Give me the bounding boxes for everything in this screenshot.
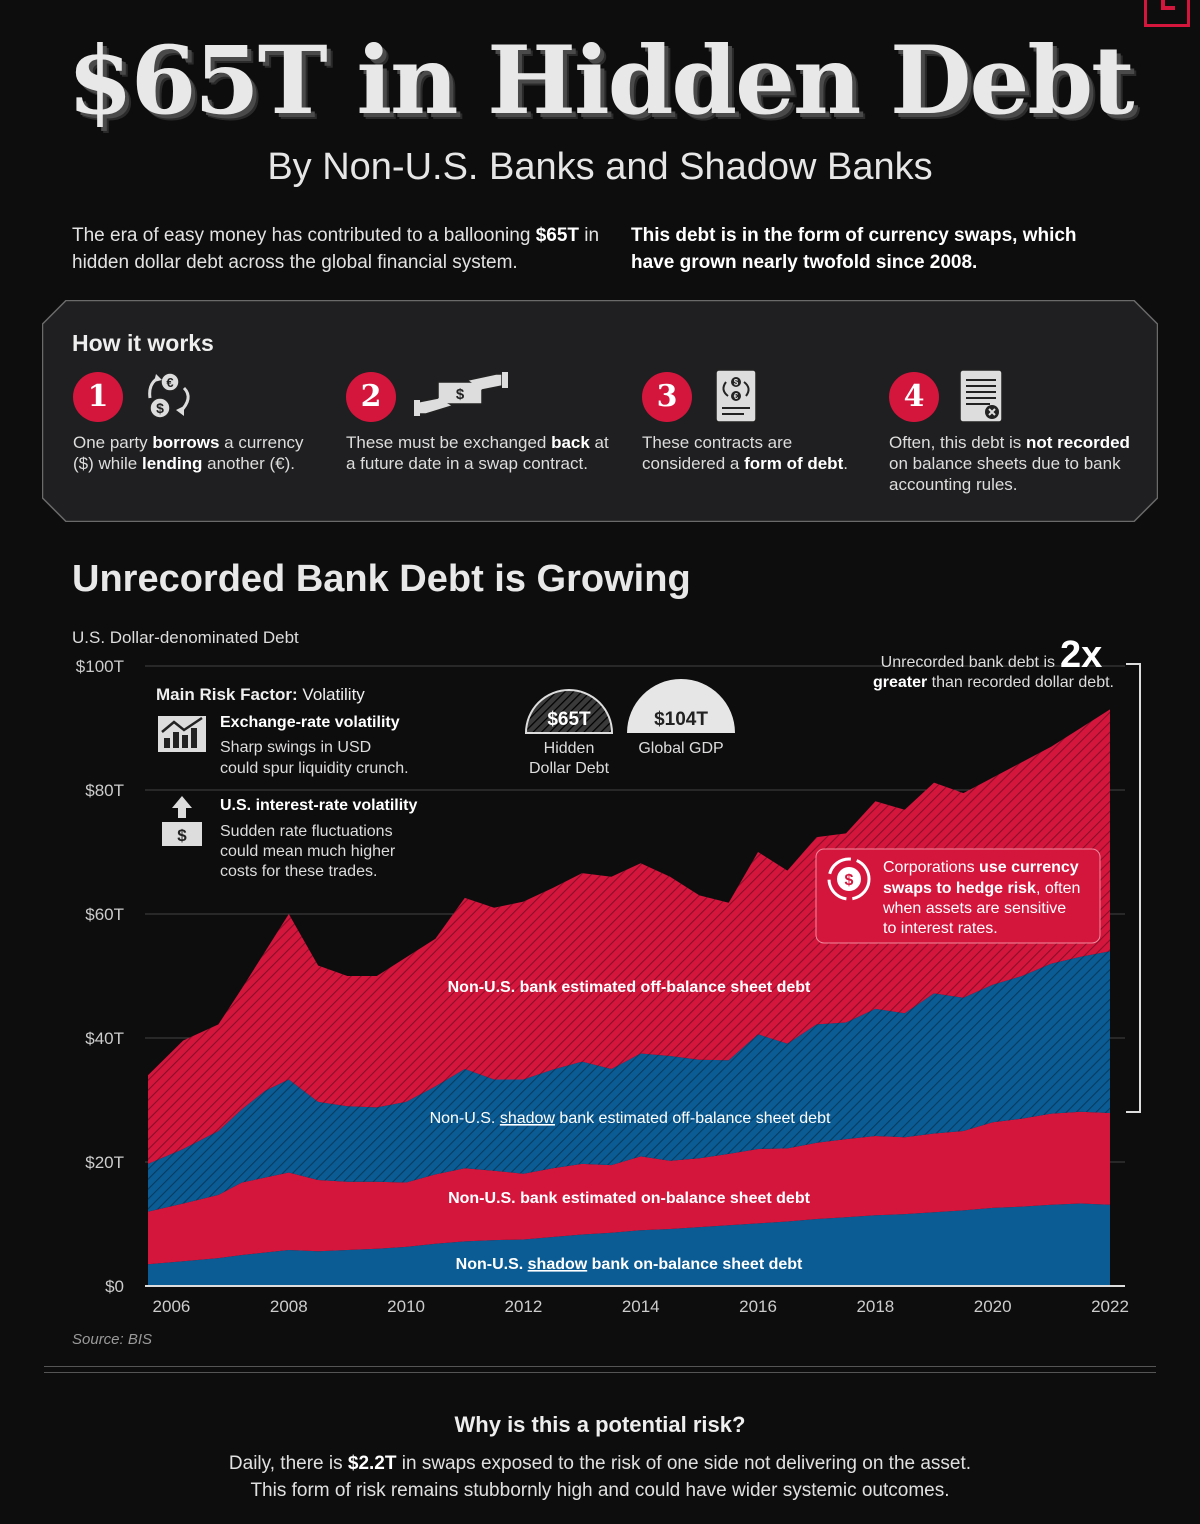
- y-axis-title: U.S. Dollar-denominated Debt: [72, 628, 299, 647]
- area-hatch-2: [148, 951, 1110, 1212]
- twox-line-2: greater than recorded dollar debt.: [873, 674, 1114, 691]
- hidden-debt-value: $65T: [547, 709, 591, 730]
- step-3-number: 3: [642, 372, 692, 422]
- risk2-title: U.S. interest-rate volatility: [220, 797, 417, 814]
- twox-bracket: [1126, 663, 1141, 1113]
- x-tick-label: 2018: [856, 1297, 894, 1316]
- chart-volatility-icon: [158, 716, 206, 752]
- svg-text:$: $: [845, 872, 854, 889]
- risk-factor-line: Main Risk Factor: Volatility: [156, 685, 365, 704]
- hidden-debt-semicircle: [524, 689, 614, 734]
- area-hatch-3: [148, 709, 1110, 1164]
- risk-section-title: Why is this a potential risk?: [454, 1412, 746, 1437]
- corp-line-1: Corporations use currency: [883, 859, 1079, 876]
- series-label-bank-on-balance: Non-U.S. bank estimated on-balance sheet…: [448, 1190, 811, 1207]
- corp-line-4: to interest rates.: [883, 920, 998, 937]
- panel-border: [42, 300, 1158, 522]
- brand-logo: [1144, 0, 1190, 27]
- series-label-bank-off-balance: Non-U.S. bank estimated off-balance shee…: [448, 979, 811, 996]
- y-tick-label: $80T: [85, 781, 124, 800]
- risk-text-bold: $2.2T: [347, 1453, 397, 1474]
- x-tick-label: 2020: [974, 1297, 1012, 1316]
- risk2-line-1: Sudden rate fluctuations: [220, 823, 393, 840]
- risk2-line-2: could mean much higher: [220, 843, 396, 860]
- y-tick-label: $20T: [85, 1153, 124, 1172]
- twox-big: 2x: [1060, 640, 1102, 676]
- x-tick-label: 2022: [1091, 1297, 1129, 1316]
- unrecorded-sheet-icon: [959, 369, 1003, 423]
- how-it-works-heading: How it works: [72, 330, 214, 356]
- y-tick-label: $60T: [85, 905, 124, 924]
- svg-text:$: $: [156, 400, 164, 416]
- x-tick-label: 2012: [505, 1297, 543, 1316]
- global-gdp-label: Global GDP: [638, 740, 723, 757]
- source-note: Source: BIS: [72, 1331, 153, 1348]
- corp-line-3: when assets are sensitive: [882, 900, 1066, 917]
- intro-right: This debt is in the form of currency swa…: [631, 225, 1077, 273]
- step-4-text: Often, this debt is not recorded on bala…: [889, 433, 1130, 494]
- step-3-text: These contracts are considered a form of…: [642, 433, 848, 473]
- area-series-0: [148, 1203, 1110, 1286]
- step-4-number: 4: [889, 372, 939, 422]
- risk-text-post: in swaps exposed to the risk of one side…: [396, 1453, 972, 1474]
- y-tick-label: $100T: [76, 657, 124, 676]
- svg-text:€: €: [734, 392, 739, 401]
- risk-text-pre: Daily, there is: [228, 1453, 348, 1474]
- x-tick-label: 2014: [622, 1297, 660, 1316]
- risk1-line-2: could spur liquidity crunch.: [220, 760, 409, 777]
- x-tick-label: 2006: [153, 1297, 191, 1316]
- hedge-cycle-icon: $: [827, 857, 871, 901]
- section-divider: [44, 1366, 1156, 1373]
- risk2-line-3: costs for these trades.: [220, 863, 377, 880]
- intro-left: The era of easy money has contributed to…: [72, 222, 612, 276]
- intro-left-text-2: in hidden dollar debt across the global …: [72, 225, 600, 273]
- intro-left-text: The era of easy money has contributed to…: [72, 225, 536, 246]
- global-gdp-semicircle: [627, 679, 735, 733]
- twox-pre: Unrecorded bank debt is: [881, 654, 1055, 671]
- series-label-shadow-on-balance: Non-U.S. shadow bank on-balance sheet de…: [456, 1256, 803, 1273]
- currency-exchange-icon: € $: [148, 372, 190, 419]
- global-gdp-value: $104T: [654, 709, 708, 730]
- area-series: [148, 709, 1110, 1286]
- y-tick-label: $0: [105, 1277, 124, 1296]
- step-2-text: These must be exchanged back at a future…: [346, 433, 609, 473]
- hidden-debt-label-1: Hidden: [544, 740, 595, 757]
- svg-text:$: $: [456, 386, 465, 403]
- x-tick-label: 2008: [270, 1297, 308, 1316]
- page-subtitle: By Non-U.S. Banks and Shadow Banks: [267, 146, 933, 188]
- hidden-debt-label-2: Dollar Debt: [529, 760, 610, 777]
- intro-left-bold: $65T: [535, 225, 579, 246]
- svg-text:$: $: [734, 378, 739, 387]
- contract-document-icon: $ €: [715, 369, 757, 423]
- risk-section-text: Daily, there is $2.2T in swaps exposed t…: [0, 1450, 1200, 1504]
- risk1-line-1: Sharp swings in USD: [220, 739, 371, 756]
- chart-section-title: Unrecorded Bank Debt is Growing: [72, 558, 691, 600]
- risk1-title: Exchange-rate volatility: [220, 714, 400, 731]
- series-label-shadow-off-balance: Non-U.S. shadow bank estimated off-balan…: [430, 1110, 831, 1127]
- y-tick-label: $40T: [85, 1029, 124, 1048]
- area-series-1: [148, 1111, 1110, 1265]
- handshake-money-icon: $: [414, 372, 508, 416]
- corporations-callout: [815, 848, 1101, 944]
- rate-rise-icon: $: [162, 796, 202, 846]
- page-title: $65T in Hidden Debt: [67, 26, 1135, 136]
- step-2-number: 2: [346, 372, 396, 422]
- risk-text-line-2: This form of risk remains stubbornly hig…: [250, 1480, 950, 1501]
- corp-line-2: swaps to hedge risk, often: [883, 880, 1080, 897]
- svg-text:€: €: [166, 375, 173, 390]
- x-tick-label: 2010: [387, 1297, 425, 1316]
- axes: $0 $20T $40T $60T $80T $100T 2006 2008 2010 2012 2…: [76, 657, 1129, 1316]
- step-1-number: 1: [73, 372, 123, 422]
- step-1-text: One party borrows a currency ($) while l…: [73, 433, 304, 473]
- svg-text:$: $: [177, 826, 187, 845]
- x-tick-label: 2016: [739, 1297, 777, 1316]
- area-chart: $0 $20T $40T $60T $80T $100T 2006 2008 2010 2012 2…: [76, 640, 1141, 1316]
